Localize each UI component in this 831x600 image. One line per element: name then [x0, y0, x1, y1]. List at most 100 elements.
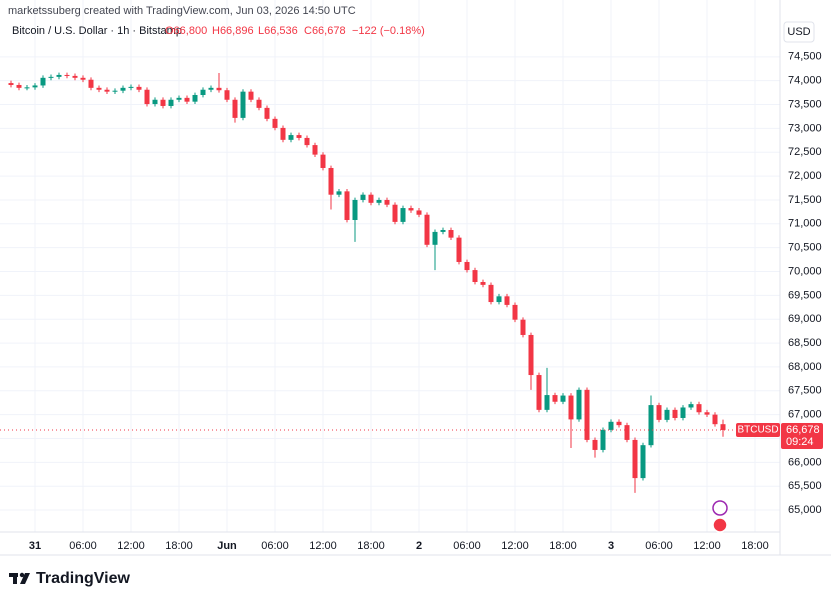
candle-body: [424, 214, 430, 245]
x-tick-label: 12:00: [309, 540, 337, 552]
symbol-title: Bitcoin / U.S. Dollar · 1h · Bitstamp: [12, 25, 182, 37]
price-tag-label: 66,678: [786, 424, 820, 436]
ohlc-legend: O66,800 H66,896 L66,536 C66,678 −122 (−0.18%…: [165, 25, 425, 37]
candle-body: [304, 137, 310, 146]
candle-body: [704, 412, 710, 415]
event-icon[interactable]: [712, 500, 728, 516]
candle-body: [184, 97, 190, 102]
y-tick-label: 68,000: [788, 361, 822, 373]
logo-text: TradingView: [36, 570, 131, 587]
candle-body: [456, 237, 462, 262]
candle-body: [544, 395, 550, 410]
candle-body: [440, 230, 446, 232]
y-tick-label: 73,000: [788, 122, 822, 134]
y-tick-label: 65,500: [788, 480, 822, 492]
x-tick-label: 31: [29, 540, 41, 552]
candle-body: [232, 99, 238, 118]
event-icon[interactable]: [712, 517, 728, 533]
candle-body: [176, 97, 182, 100]
x-tick-label: 12:00: [693, 540, 721, 552]
candle-body: [16, 84, 22, 88]
candle-body: [688, 404, 694, 408]
candle-body: [552, 395, 558, 402]
x-tick-label: 06:00: [645, 540, 673, 552]
candle-body: [576, 389, 582, 420]
candle-body: [344, 191, 350, 220]
symbol-tag-label: BTCUSD: [737, 425, 778, 436]
logo-mark: [19, 572, 25, 578]
candle-body: [384, 199, 390, 205]
candle-body: [160, 99, 166, 106]
plot: [0, 72, 780, 493]
y-tick-label: 70,500: [788, 242, 822, 254]
candle-body: [120, 87, 126, 91]
candle-body: [24, 87, 30, 89]
candle-body: [104, 89, 110, 92]
candle-body: [592, 439, 598, 450]
candle-body: [88, 79, 94, 88]
candle-body: [408, 208, 414, 211]
y-tick-label: 74,500: [788, 51, 822, 63]
x-tick-label: 18:00: [357, 540, 385, 552]
x-tick-label: 18:00: [549, 540, 577, 552]
candle-body: [32, 85, 38, 88]
candle-body: [640, 445, 646, 479]
x-axis: 31 06:00 12:00 18:00 Jun 06:00 12:00 18:00 2 06:0…: [29, 540, 769, 552]
candle-body: [240, 91, 246, 118]
candle-body: [256, 99, 262, 108]
candle-body: [48, 76, 54, 78]
y-tick-label: 71,500: [788, 194, 822, 206]
candle-body: [144, 89, 150, 105]
candle-body: [680, 407, 686, 418]
candle-body: [40, 77, 46, 86]
candle-body: [280, 127, 286, 140]
y-tick-label: 69,000: [788, 313, 822, 325]
candle-body: [536, 375, 542, 410]
y-tick-label: 73,500: [788, 98, 822, 110]
candle-body: [520, 319, 526, 335]
x-tick-label: 3: [608, 540, 614, 552]
candle-body: [136, 86, 142, 90]
y-tick-label: 70,000: [788, 265, 822, 277]
candle-body: [720, 424, 726, 430]
candle-body: [352, 199, 358, 220]
candle-body: [96, 87, 102, 90]
x-tick-label: 18:00: [741, 540, 769, 552]
y-tick-label: 74,000: [788, 75, 822, 87]
logo-mark: [13, 573, 17, 584]
candle-body: [712, 414, 718, 425]
attribution: marketssuberg created with TradingView.c…: [8, 5, 356, 17]
y-tick-label: 68,500: [788, 337, 822, 349]
x-tick-label: 12:00: [501, 540, 529, 552]
y-tick-label: 72,500: [788, 146, 822, 158]
candle-body: [504, 296, 510, 305]
candle-body: [288, 135, 294, 140]
ohlc-value: −122 (−0.18%): [352, 25, 425, 37]
candle-body: [224, 90, 230, 100]
candle-body: [664, 409, 670, 420]
y-tick-label: 69,500: [788, 289, 822, 301]
candle-body: [496, 296, 502, 303]
candle-body: [448, 230, 454, 238]
candle-body: [336, 191, 342, 195]
candle-body: [168, 99, 174, 106]
currency-box: [783, 21, 815, 43]
grid: [0, 0, 780, 532]
candle-body: [528, 334, 534, 376]
candle-body: [560, 395, 566, 402]
candle-body: [568, 395, 574, 420]
candle-body: [8, 83, 14, 85]
price-tag: [781, 423, 823, 449]
candle-body: [72, 75, 78, 78]
candle-body: [64, 74, 70, 76]
candle-body: [368, 194, 374, 203]
currency[interactable]: USD: [787, 26, 810, 38]
candle-body: [248, 91, 254, 100]
ohlc-value: H66,896: [212, 25, 254, 37]
candle-body: [416, 210, 422, 215]
candle-body: [392, 204, 398, 222]
candle-body: [152, 99, 158, 105]
x-tick-label: 2: [416, 540, 422, 552]
x-tick-label: 18:00: [165, 540, 193, 552]
candle-body: [320, 154, 326, 168]
